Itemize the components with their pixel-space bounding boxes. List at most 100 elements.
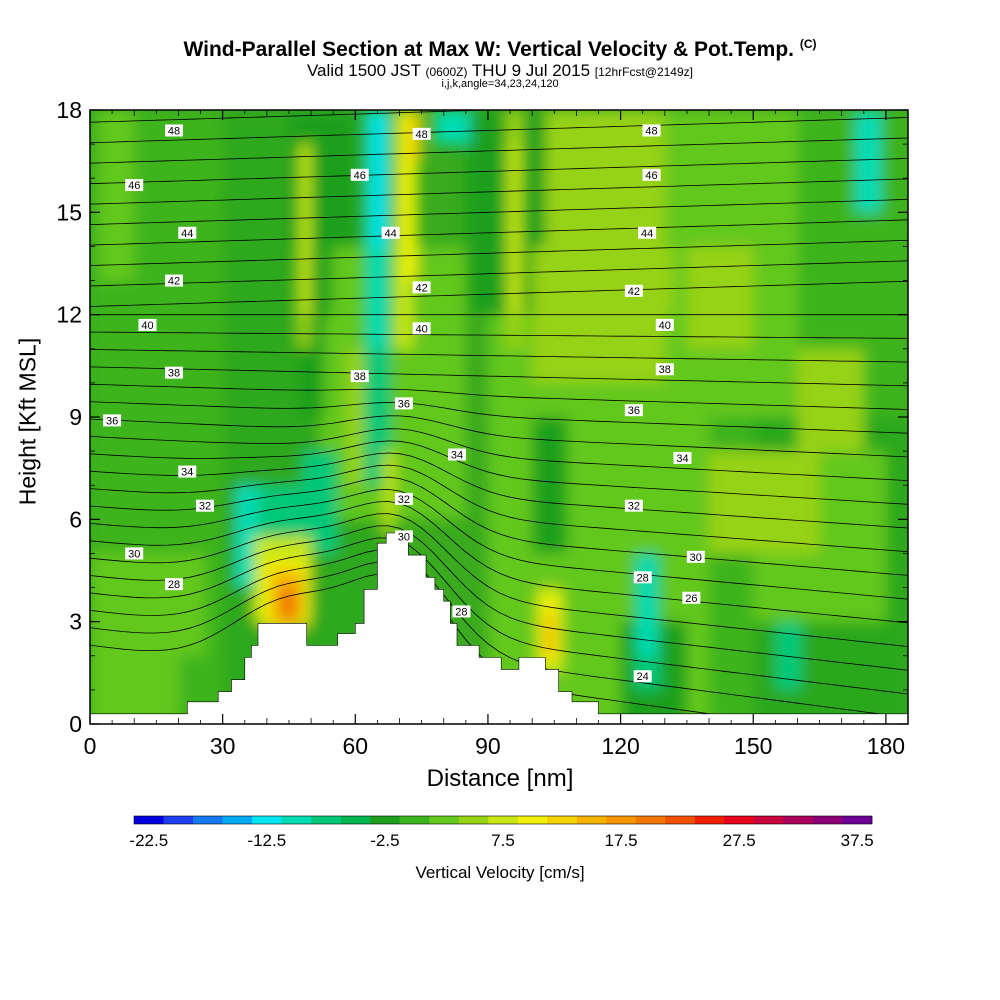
x-tick-label: 0	[84, 733, 97, 759]
theta-contour-line	[90, 110, 502, 123]
contour-label: 38	[165, 366, 184, 380]
contour-label-text: 44	[181, 228, 193, 240]
contour-label-text: 44	[385, 228, 397, 240]
contour-label: 30	[686, 550, 705, 564]
contour-label-text: 28	[455, 606, 467, 618]
contour-label: 32	[195, 499, 214, 513]
colorbar-swatch	[753, 816, 784, 824]
contour-label-box	[452, 605, 471, 618]
contour-label-text: 42	[168, 276, 180, 288]
valid-utc: (0600Z)	[425, 65, 468, 79]
velocity-patch	[545, 614, 555, 656]
colorbar-swatch	[665, 816, 696, 824]
contour-label: 42	[624, 284, 643, 298]
contour-label-box	[165, 366, 184, 379]
velocity-patch	[372, 110, 387, 247]
theta-contour-line	[90, 280, 908, 307]
theta-contour-line	[90, 331, 908, 339]
contour-label-box	[138, 318, 157, 331]
contour-label-text: 36	[398, 398, 410, 410]
contour-label-text: 30	[398, 531, 410, 543]
theta-contour-line	[90, 476, 908, 576]
colorbar-swatch	[134, 816, 164, 824]
theta-contour-line	[90, 464, 908, 553]
contour-label-box	[412, 127, 431, 140]
contour-label-box	[178, 226, 197, 239]
x-axis-label: Distance [nm]	[426, 765, 574, 792]
contour-label-text: 46	[645, 170, 657, 182]
theta-contour-line	[90, 117, 908, 144]
x-tick-label: 90	[475, 733, 501, 759]
velocity-patch	[510, 144, 519, 315]
theta-contour-line	[90, 219, 908, 246]
theta-contour-line	[90, 415, 908, 458]
forecast-info: [12hrFcst@2149z]	[594, 65, 693, 79]
colorbar-swatch	[252, 816, 282, 824]
colorbar-tick-label: -22.5	[129, 831, 168, 850]
contour-label-box	[633, 670, 652, 683]
theta-contour-line	[90, 260, 908, 287]
contour-label: 38	[655, 363, 674, 376]
velocity-patch	[686, 246, 754, 349]
contour-label: 46	[642, 168, 661, 182]
theta-contour-line	[90, 383, 908, 410]
contour-label-box	[103, 414, 122, 427]
contour-label-text: 34	[676, 453, 688, 465]
contour-label: 44	[178, 226, 197, 240]
contour-label: 42	[412, 281, 431, 294]
colorbar-frame	[133, 815, 873, 825]
contour-label-box	[642, 168, 661, 181]
contour-label-text: 40	[141, 320, 153, 332]
contour-label-text: 32	[199, 501, 211, 513]
theta-contour-line	[90, 366, 908, 387]
contour-label-text: 28	[168, 579, 180, 591]
theta-contour-line	[90, 239, 908, 266]
contour-label-box	[624, 284, 643, 297]
colorbar-swatch	[399, 816, 430, 824]
colorbar-swatch	[370, 816, 400, 824]
colorbar-swatch	[488, 816, 519, 824]
contour-label: 40	[138, 318, 157, 332]
theta-contour-line	[90, 488, 908, 600]
theta-contour-line	[90, 349, 908, 363]
velocity-patch	[854, 110, 882, 213]
contour-label-text: 40	[415, 323, 427, 335]
x-tick-label: 30	[210, 733, 236, 759]
contour-label: 36	[394, 397, 413, 410]
contour-label-text: 40	[659, 320, 671, 332]
colorbar-swatch	[340, 816, 371, 824]
contour-label-box	[642, 124, 661, 137]
contour-label: 34	[673, 451, 692, 465]
theta-contour-labels: 36 46 30 40 48 42 38 28 44 34 32 46 38 44 36 32 30 48 42 40…	[103, 124, 705, 683]
x-tick-label: 150	[734, 733, 772, 759]
colorbar-swatch	[576, 816, 607, 824]
contour-label-box	[412, 281, 431, 294]
contour-label-text: 38	[659, 364, 671, 376]
velocity-patch	[585, 246, 674, 315]
velocity-patch	[386, 451, 396, 520]
contour-label: 44	[638, 226, 657, 240]
theta-contour-line	[90, 178, 908, 205]
contour-label-box	[394, 492, 413, 505]
theta-contour-line	[90, 452, 908, 529]
contour-label: 36	[103, 414, 122, 427]
colorbar-swatch	[517, 816, 548, 824]
contour-label-text: 24	[637, 671, 649, 683]
theta-contour-line	[90, 401, 908, 434]
theta-contour-line	[90, 537, 908, 695]
contour-label-text: 34	[181, 467, 193, 479]
theta-contours	[90, 110, 908, 724]
colorbar-swatch	[783, 816, 814, 824]
y-tick-label: 15	[56, 199, 82, 225]
velocity-patch	[160, 553, 205, 656]
colorbar-swatch	[222, 816, 253, 824]
colorbar-tick-label: 7.5	[491, 831, 515, 850]
y-tick-label: 18	[56, 97, 82, 123]
theta-contour-line	[90, 501, 908, 624]
colorbar-swatch	[724, 816, 755, 824]
contour-label-text: 28	[637, 572, 649, 584]
contour-label-box	[633, 571, 652, 584]
vertical-velocity-field	[90, 110, 908, 724]
contour-label-text: 30	[128, 548, 140, 560]
